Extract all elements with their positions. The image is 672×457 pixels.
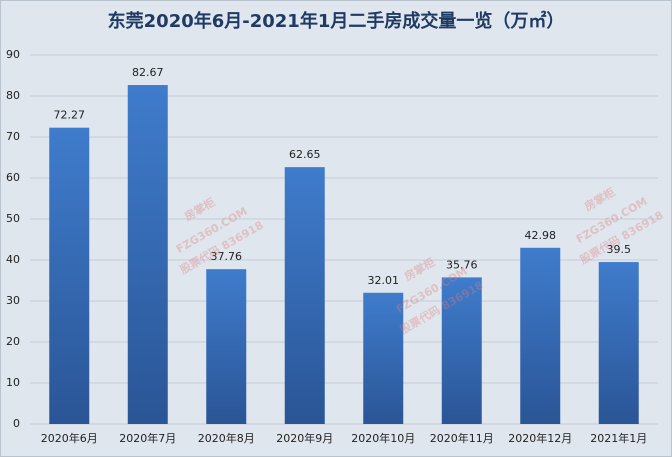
bar <box>598 262 639 424</box>
x-tick-label: 2020年7月 <box>119 431 176 445</box>
data-label: 37.76 <box>211 250 243 263</box>
bar <box>284 167 325 424</box>
data-label: 32.01 <box>368 274 400 287</box>
bar <box>520 247 561 424</box>
y-tick-label: 70 <box>6 130 20 143</box>
y-tick-label: 60 <box>6 171 20 184</box>
y-tick-label: 80 <box>6 89 20 102</box>
y-tick-label: 20 <box>6 335 20 348</box>
bar <box>363 292 404 424</box>
bar <box>206 269 247 424</box>
bar <box>49 127 90 425</box>
y-tick-label: 10 <box>6 376 20 389</box>
data-label: 39.5 <box>607 243 632 256</box>
x-tick-label: 2020年8月 <box>198 431 255 445</box>
data-label: 42.98 <box>525 229 557 242</box>
x-tick-label: 2020年9月 <box>276 431 333 445</box>
bar <box>441 277 482 424</box>
y-tick-label: 0 <box>13 417 20 430</box>
data-label: 35.76 <box>446 258 478 271</box>
x-tick-label: 2021年1月 <box>590 431 647 445</box>
x-tick-label: 2020年6月 <box>41 431 98 445</box>
y-tick-label: 50 <box>6 212 20 225</box>
data-label: 72.27 <box>54 109 86 122</box>
chart-title: 东莞2020年6月-2021年1月二手房成交量一览（万㎡） <box>108 10 565 32</box>
x-tick-label: 2020年11月 <box>430 431 494 445</box>
x-tick-label: 2020年10月 <box>351 431 415 445</box>
y-tick-label: 90 <box>6 48 20 61</box>
data-label: 82.67 <box>132 66 164 79</box>
y-tick-label: 30 <box>6 294 20 307</box>
data-label: 62.65 <box>289 148 321 161</box>
x-tick-label: 2020年12月 <box>508 431 572 445</box>
y-tick-label: 40 <box>6 253 20 266</box>
bar <box>127 85 168 424</box>
